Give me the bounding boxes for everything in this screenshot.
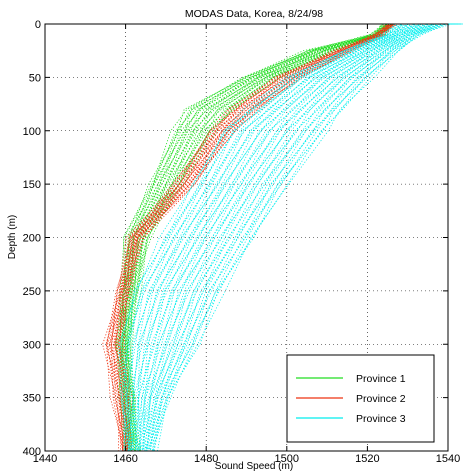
- profile-line: [125, 23, 418, 452]
- profile-line: [114, 23, 408, 452]
- profile-line: [126, 23, 421, 452]
- y-tick-label: 350: [23, 393, 41, 405]
- x-tick-label: 1520: [355, 453, 379, 465]
- profile-line: [125, 23, 419, 452]
- legend: Province 1 Province 2 Province 3: [286, 354, 435, 443]
- profile-line: [113, 23, 410, 452]
- profile-line: [130, 23, 422, 452]
- chart-title: MODAS Data, Korea, 8/24/98: [185, 8, 323, 20]
- y-tick-label: 50: [29, 72, 41, 84]
- y-tick-label: 150: [23, 179, 41, 191]
- profile-line: [116, 23, 410, 452]
- y-tick-label: 100: [23, 126, 41, 138]
- x-tick-label: 1500: [275, 453, 299, 465]
- x-tick-label: 1480: [194, 453, 218, 465]
- profile-line: [139, 23, 437, 452]
- profile-line: [151, 23, 456, 452]
- profile-line: [122, 23, 406, 452]
- tick-labels: 1440 1460 1480 1500 1520 1540 0 50 100 150 200 250 3…: [23, 19, 461, 465]
- profile-line: [148, 23, 459, 452]
- profile-line: [120, 23, 416, 452]
- y-axis-label: Depth (m): [7, 215, 18, 259]
- profile-line: [105, 23, 406, 452]
- profile-line: [117, 23, 412, 452]
- series-3: [118, 23, 463, 452]
- profile-line: [123, 23, 403, 452]
- profile-line: [128, 23, 424, 452]
- profile-line: [119, 23, 404, 452]
- profiles: [102, 23, 463, 452]
- profile-line: [152, 23, 463, 452]
- profile-line: [116, 23, 400, 452]
- profile-line: [147, 23, 447, 452]
- profile-line: [154, 23, 460, 452]
- profile-line: [132, 23, 429, 452]
- profile-line: [106, 23, 405, 452]
- profile-line: [119, 23, 411, 452]
- profile-line: [120, 23, 413, 452]
- y-tick-label: 400: [23, 446, 41, 458]
- profile-line: [157, 23, 463, 452]
- profile-line: [111, 23, 406, 452]
- profile-line: [124, 23, 407, 452]
- profile-line: [106, 23, 404, 452]
- profile-line: [121, 23, 403, 452]
- y-tick-label: 250: [23, 286, 41, 298]
- profile-line: [139, 23, 444, 452]
- profile-line: [107, 23, 406, 452]
- x-tick-label: 1460: [113, 453, 137, 465]
- profile-line: [145, 23, 450, 452]
- profile-line: [117, 23, 411, 452]
- profile-line: [116, 23, 402, 452]
- x-axis-label: Sound Speed (m): [215, 461, 293, 472]
- legend-label-province-2: Province 2: [356, 393, 406, 405]
- x-tick-label: 1540: [436, 453, 460, 465]
- profile-line: [144, 23, 454, 452]
- profile-line: [142, 23, 438, 452]
- profile-line: [109, 23, 408, 452]
- y-tick-label: 0: [35, 19, 41, 31]
- profile-line: [134, 23, 432, 452]
- legend-label-province-1: Province 1: [356, 373, 406, 385]
- legend-label-province-3: Province 3: [356, 413, 406, 425]
- profile-line: [152, 23, 461, 452]
- x-tick-label: 1440: [33, 453, 57, 465]
- profile-line: [130, 23, 428, 452]
- profile-line: [146, 23, 453, 452]
- profile-line: [122, 23, 405, 452]
- profile-line: [144, 23, 443, 452]
- profile-line: [132, 23, 425, 452]
- profile-line: [122, 23, 411, 452]
- profile-line: [136, 23, 430, 452]
- y-tick-label: 300: [23, 339, 41, 351]
- profile-line: [124, 23, 417, 452]
- y-tick-label: 200: [23, 233, 41, 245]
- ticks: [44, 23, 449, 452]
